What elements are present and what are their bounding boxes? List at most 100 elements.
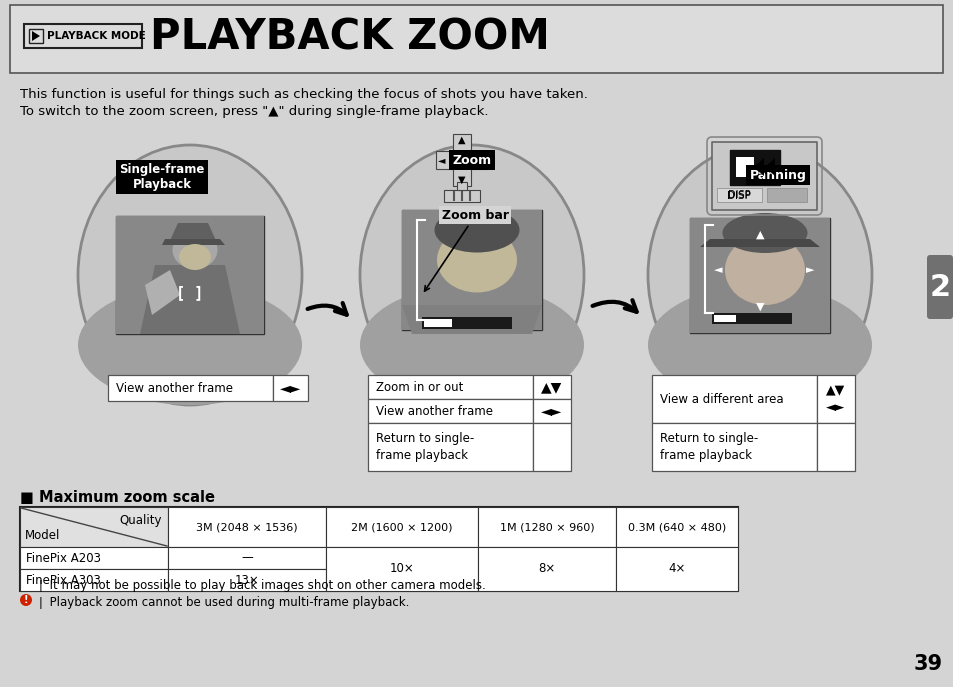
Text: ❘ Playback zoom cannot be used during multi-frame playback.: ❘ Playback zoom cannot be used during mu… [36,596,409,609]
Bar [443,190,479,202]
Ellipse shape [20,577,32,589]
Bar [401,210,541,330]
Bar [816,423,854,471]
Text: View a different area: View a different area [659,392,782,405]
Text: ◄►: ◄► [540,404,562,418]
Ellipse shape [724,235,804,305]
Bar [116,216,264,334]
Ellipse shape [359,145,583,405]
Text: Zoom in or out: Zoom in or out [375,381,463,394]
Bar [326,547,477,591]
Polygon shape [753,158,763,176]
Bar [477,547,616,591]
Bar [735,157,753,177]
Bar [368,423,533,471]
Bar [29,29,43,43]
Ellipse shape [436,227,517,293]
Bar [326,507,477,547]
Polygon shape [140,265,240,334]
Polygon shape [162,239,225,245]
Text: This function is useful for things such as checking the focus of shots you have : This function is useful for things such … [20,88,587,101]
Text: !: ! [24,578,29,588]
Text: Return to single-
frame playback: Return to single- frame playback [375,432,474,462]
Text: DISP: DISP [727,190,749,200]
Bar [20,507,738,591]
Text: Panning: Panning [749,168,805,181]
Text: ▼: ▼ [457,174,465,185]
Polygon shape [145,270,180,315]
Text: View another frame: View another frame [375,405,493,418]
Text: 39: 39 [912,654,942,674]
Bar [533,375,571,399]
Ellipse shape [78,285,302,405]
Bar [401,210,541,330]
Bar [729,150,780,185]
Text: 0.3M (640 × 480): 0.3M (640 × 480) [627,522,725,532]
Ellipse shape [78,145,302,405]
Bar [453,133,471,186]
FancyBboxPatch shape [926,255,952,319]
Bar [168,569,326,591]
Text: ▲: ▲ [755,230,763,240]
Text: —: — [241,552,253,565]
Polygon shape [401,305,541,334]
Text: ▼: ▼ [755,302,763,312]
Text: DISP: DISP [726,191,750,201]
Bar [273,375,308,401]
Text: !: ! [24,595,29,605]
Text: 10×: 10× [389,563,414,576]
Bar [368,375,533,399]
Bar [454,153,469,167]
Text: ▲▼: ▲▼ [540,380,562,394]
Ellipse shape [721,213,806,253]
Text: ■ Maximum zoom scale: ■ Maximum zoom scale [20,490,214,505]
Bar [616,507,738,547]
Text: To switch to the zoom screen, press "▲" during single-frame playback.: To switch to the zoom screen, press "▲" … [20,105,488,118]
Bar [689,218,829,333]
Text: ▲▼
◄►: ▲▼ ◄► [825,383,844,414]
Text: 2: 2 [928,273,949,302]
Text: Zoom bar: Zoom bar [424,208,509,291]
Text: ◄►: ◄► [279,381,301,395]
Ellipse shape [647,285,871,405]
Bar [689,218,829,333]
Bar [168,507,326,547]
Bar [108,375,273,401]
Polygon shape [168,223,218,245]
Bar [533,423,571,471]
Ellipse shape [647,145,871,405]
Text: ▲: ▲ [457,135,465,145]
Polygon shape [32,31,40,41]
Bar [116,216,264,334]
Bar [816,375,854,423]
Ellipse shape [20,594,32,606]
Bar [20,547,168,569]
Text: ►: ► [477,155,485,165]
Bar [711,313,791,324]
Text: [ ]: [ ] [176,286,204,300]
Bar [20,507,168,547]
Bar [436,151,488,169]
Bar [10,5,942,73]
Bar [533,399,571,423]
Text: Single-frame
Playback: Single-frame Playback [119,163,205,191]
Text: ►: ► [805,265,814,275]
Ellipse shape [359,285,583,405]
Bar [421,317,512,329]
Bar [616,547,738,591]
Text: FinePix A303: FinePix A303 [26,574,101,587]
Bar [766,188,806,202]
Bar [168,547,326,569]
Text: 1M (1280 × 960): 1M (1280 × 960) [499,522,594,532]
Text: ❘ It may not be possible to play back images shot on other camera models.: ❘ It may not be possible to play back im… [36,579,485,592]
Text: ◄: ◄ [438,155,445,165]
Text: Zoom: Zoom [452,153,491,166]
Text: Model: Model [25,529,60,542]
Text: PLAYBACK MODE: PLAYBACK MODE [47,31,146,41]
Bar [20,569,168,591]
Bar [456,182,467,190]
Ellipse shape [434,207,519,253]
Text: 3M (2048 × 1536): 3M (2048 × 1536) [196,522,297,532]
Polygon shape [764,158,774,176]
Bar [368,399,533,423]
